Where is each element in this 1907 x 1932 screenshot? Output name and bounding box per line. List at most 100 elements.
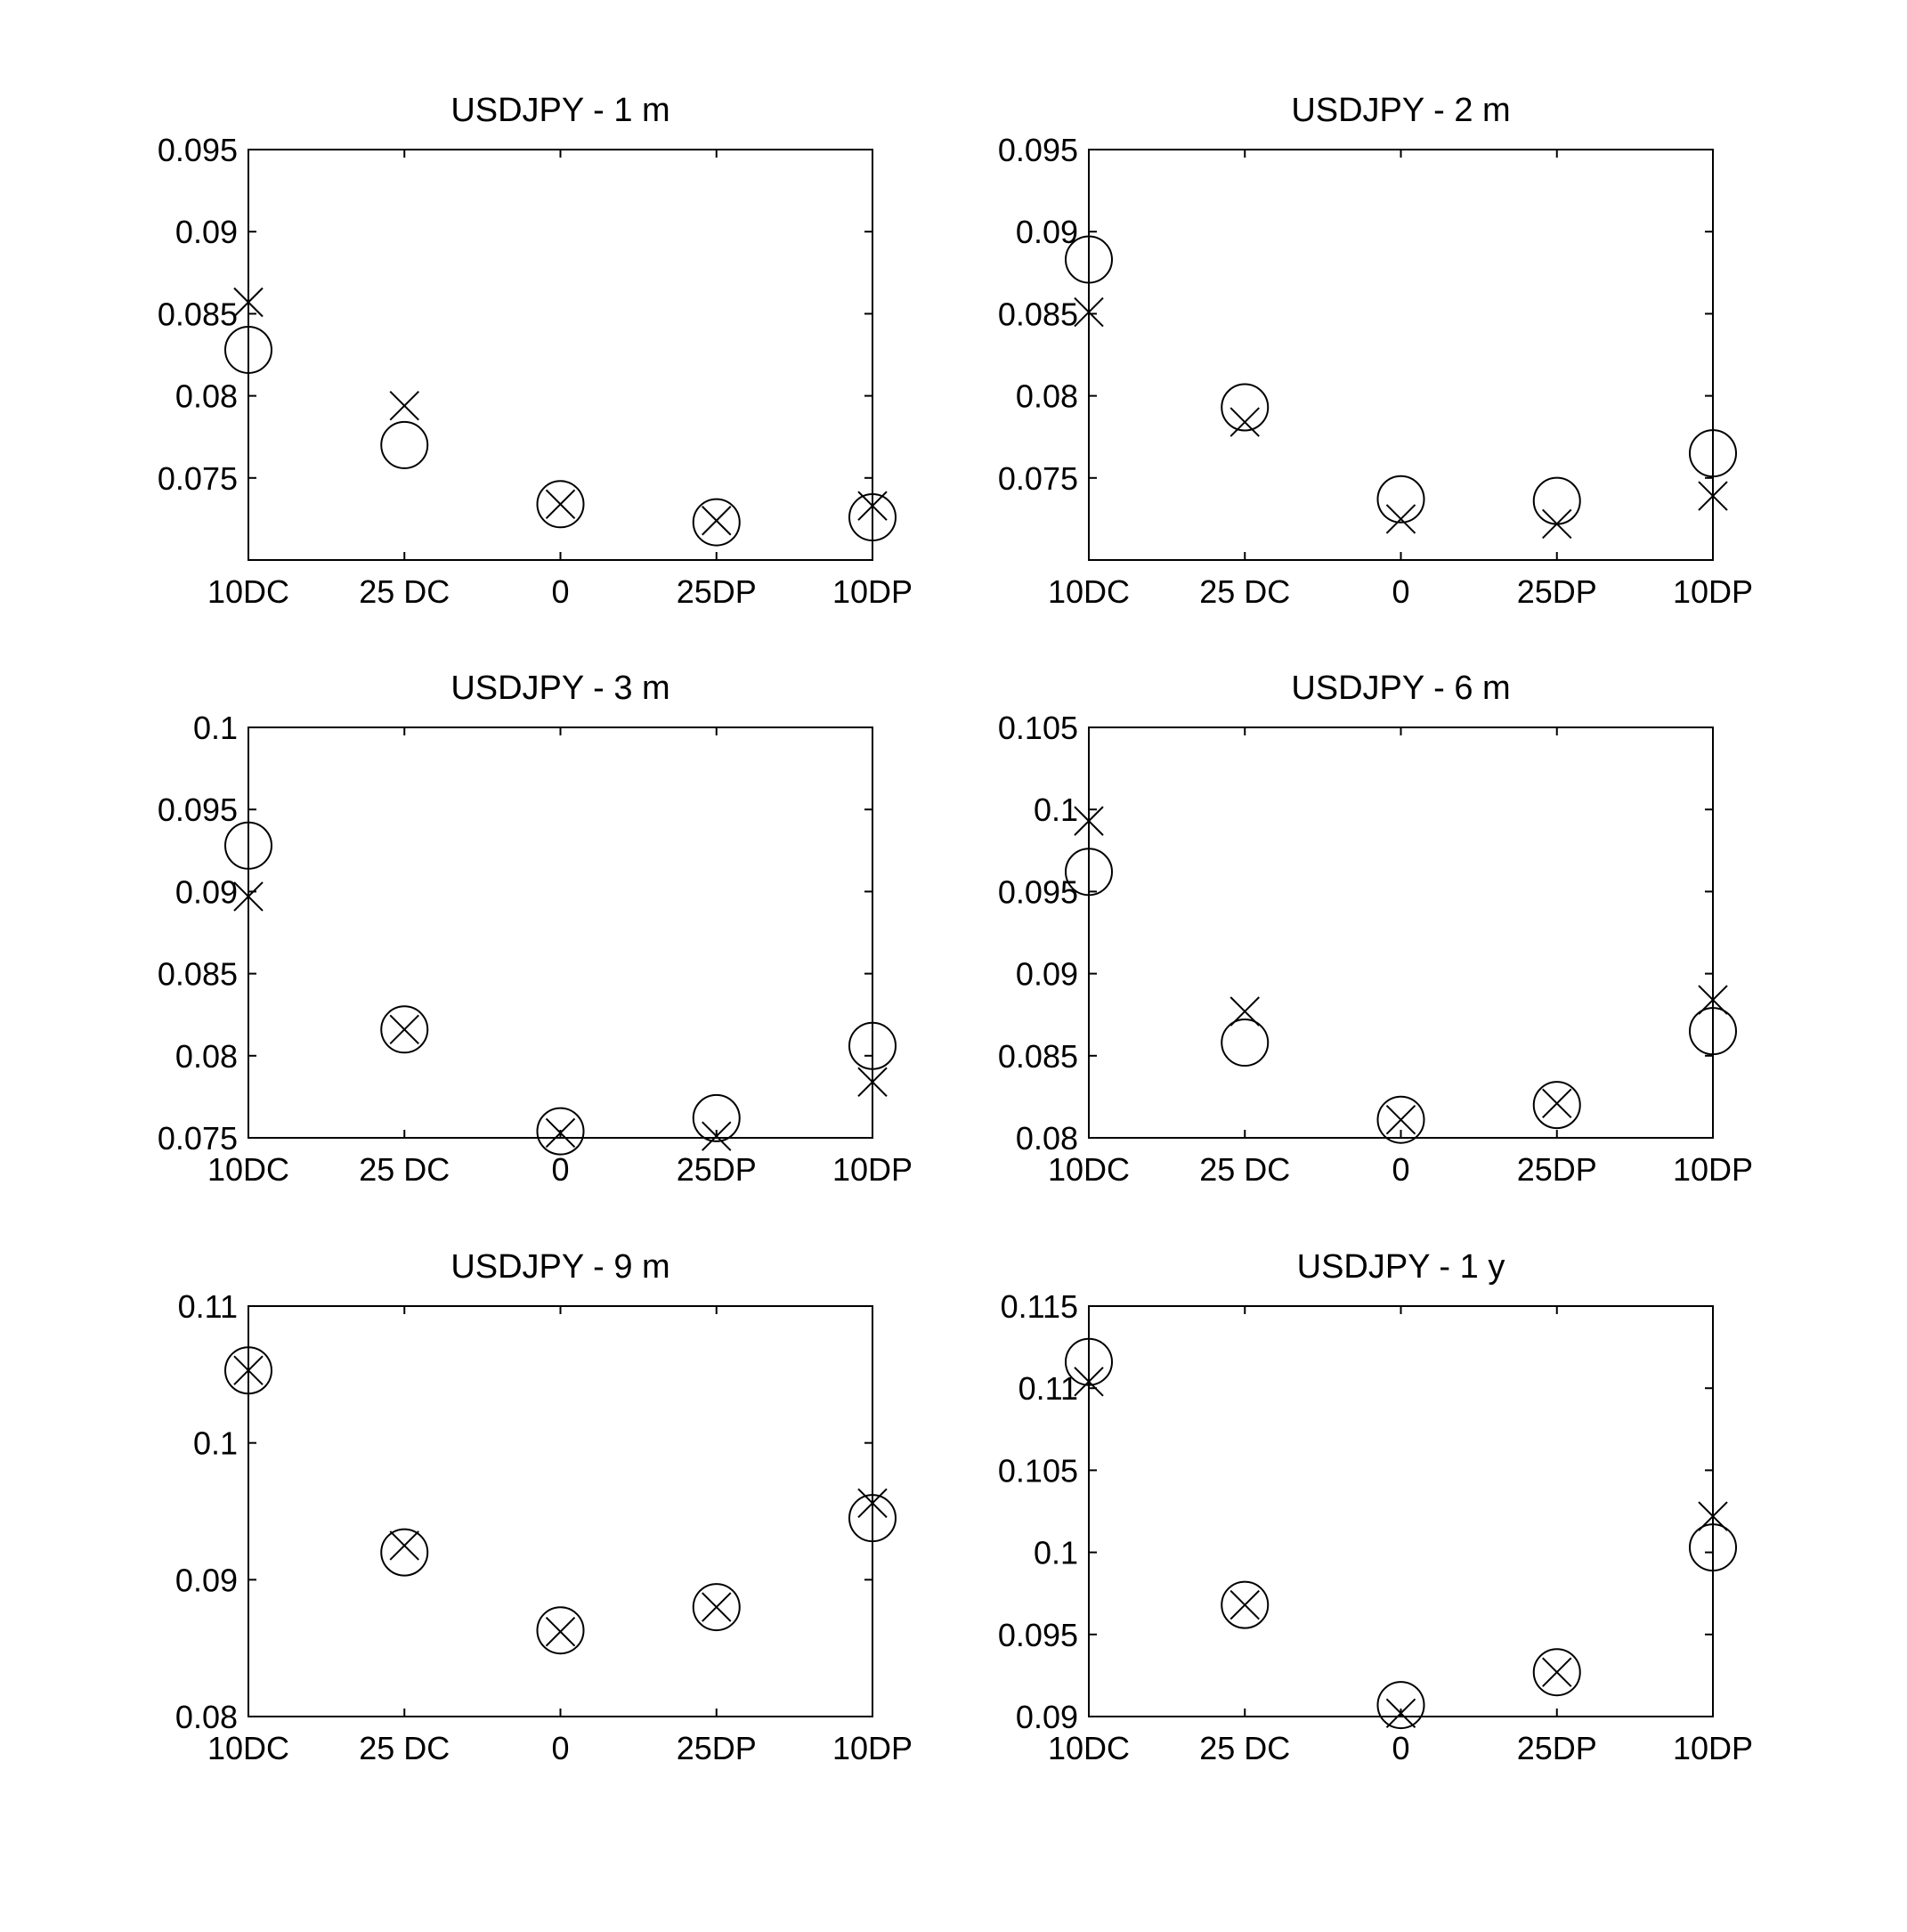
data-point-circle [1689,429,1737,478]
data-point-circle [1221,1019,1270,1067]
data-point-circle [848,493,897,542]
data-point-cross [545,1617,576,1647]
y-tick-label: 0.08 [1016,1120,1078,1157]
data-point-circle [1376,475,1425,524]
x-tick-label: 0 [1392,573,1409,610]
x-tick-label: 10DC [207,1730,289,1766]
data-point-cross [1229,996,1260,1027]
cross-stroke [545,1617,576,1647]
cross-stroke [233,287,264,318]
chart-title: USDJPY - 1 m [450,92,669,129]
y-tick-label: 0.1 [193,1425,238,1462]
data-point-cross [1542,1657,1572,1687]
cross-stroke [545,1117,576,1149]
cross-stroke [857,1067,888,1098]
data-point-circle [1376,1681,1425,1730]
cross-stroke [702,1121,732,1151]
x-tick-label: 25DP [1517,1151,1597,1188]
data-point-cross [1385,1105,1416,1135]
cross-stroke [233,1355,264,1385]
cross-stroke [1074,806,1104,836]
x-tick-label: 25DP [677,1151,757,1188]
x-tick-label: 25DP [677,573,757,610]
cross-stroke [857,1488,888,1518]
data-point-circle [1532,1081,1581,1130]
data-point-cross [702,1592,732,1622]
x-tick-label: 0 [551,1151,569,1188]
data-point-cross [389,390,419,421]
data-point-cross [389,1014,419,1045]
x-tick-label: 25DP [1517,1730,1597,1766]
y-tick-label: 0.09 [175,1562,238,1598]
data-point-circle [1065,848,1113,897]
data-point-cross [233,287,264,318]
data-point-cross [1698,1501,1728,1531]
x-tick-label: 25 DC [1199,573,1290,610]
data-point-circle [536,1107,585,1156]
data-point-cross [857,1488,888,1518]
data-point-cross [1542,1088,1572,1118]
chart-panel-3: USDJPY - 3 m 0.075 0.08 0.085 0.09 0.095 0.1 10… [158,670,913,1188]
y-tick-label: 0.09 [175,873,238,910]
y-tick-label: 0.08 [175,1038,238,1075]
data-point-cross [1074,806,1104,836]
cross-stroke [389,1014,419,1045]
data-point-circle [1221,1580,1270,1629]
cross-stroke [233,881,264,912]
chart-title: USDJPY - 2 m [1291,92,1510,129]
chart-panel-4: USDJPY - 6 m 0.08 0.085 0.09 0.095 0.1 0.105 10… [998,670,1753,1188]
data-point-cross [702,1121,732,1151]
data-point-cross [545,489,576,520]
x-tick-label: 10DC [1048,1151,1130,1188]
x-tick-label: 10DC [207,1151,289,1188]
x-tick-label: 10DP [1673,573,1753,610]
cross-stroke [1385,504,1416,534]
y-tick-label: 0.11 [1018,1370,1078,1407]
data-point-cross [1698,481,1728,511]
y-tick-label: 0.08 [1016,378,1078,415]
x-tick-label: 25 DC [1199,1151,1290,1188]
cross-stroke [1542,1657,1572,1687]
cross-stroke [1542,508,1572,540]
x-tick-label: 0 [1392,1151,1409,1188]
data-point-cross [1385,1698,1416,1729]
y-tick-label: 0.115 [1001,1288,1078,1325]
x-tick-label: 10DC [1048,1730,1130,1766]
cross-stroke [1698,481,1728,511]
cross-stroke [1542,1088,1572,1118]
y-tick-label: 0.075 [998,460,1078,497]
cross-stroke [1229,1589,1260,1620]
data-point-circle [380,1005,429,1054]
chart-panel-2: USDJPY - 2 m 0.075 0.08 0.085 0.09 0.095 10DC 2… [998,92,1753,610]
y-tick-label: 0.095 [158,132,238,168]
data-point-circle [692,1583,741,1632]
data-point-circle [1376,1095,1425,1144]
x-tick-label: 10DC [1048,573,1130,610]
y-tick-label: 0.105 [998,710,1078,746]
data-point-cross [1229,407,1260,437]
data-point-circle [380,1528,429,1577]
data-point-circle [692,1093,741,1142]
data-point-cross [233,881,264,912]
y-tick-label: 0.11 [178,1288,238,1325]
x-tick-label: 0 [1392,1730,1409,1766]
y-tick-label: 0.095 [158,791,238,828]
data-point-circle [1532,1648,1581,1697]
data-point-cross [702,506,732,536]
y-tick-label: 0.09 [1016,1699,1078,1735]
data-point-circle [536,1606,585,1655]
cross-stroke [1385,1105,1416,1135]
data-point-circle [1689,1007,1737,1056]
y-tick-label: 0.085 [998,296,1078,332]
data-point-circle [224,1346,272,1395]
data-point-cross [857,1067,888,1098]
y-tick-label: 0.08 [175,378,238,415]
y-tick-label: 0.1 [1034,791,1078,828]
cross-stroke [389,1530,419,1561]
y-tick-label: 0.095 [998,873,1078,910]
cross-stroke [1229,407,1260,437]
cross-stroke [1385,1698,1416,1729]
data-point-cross [545,1117,576,1149]
x-tick-label: 10DP [832,573,913,610]
